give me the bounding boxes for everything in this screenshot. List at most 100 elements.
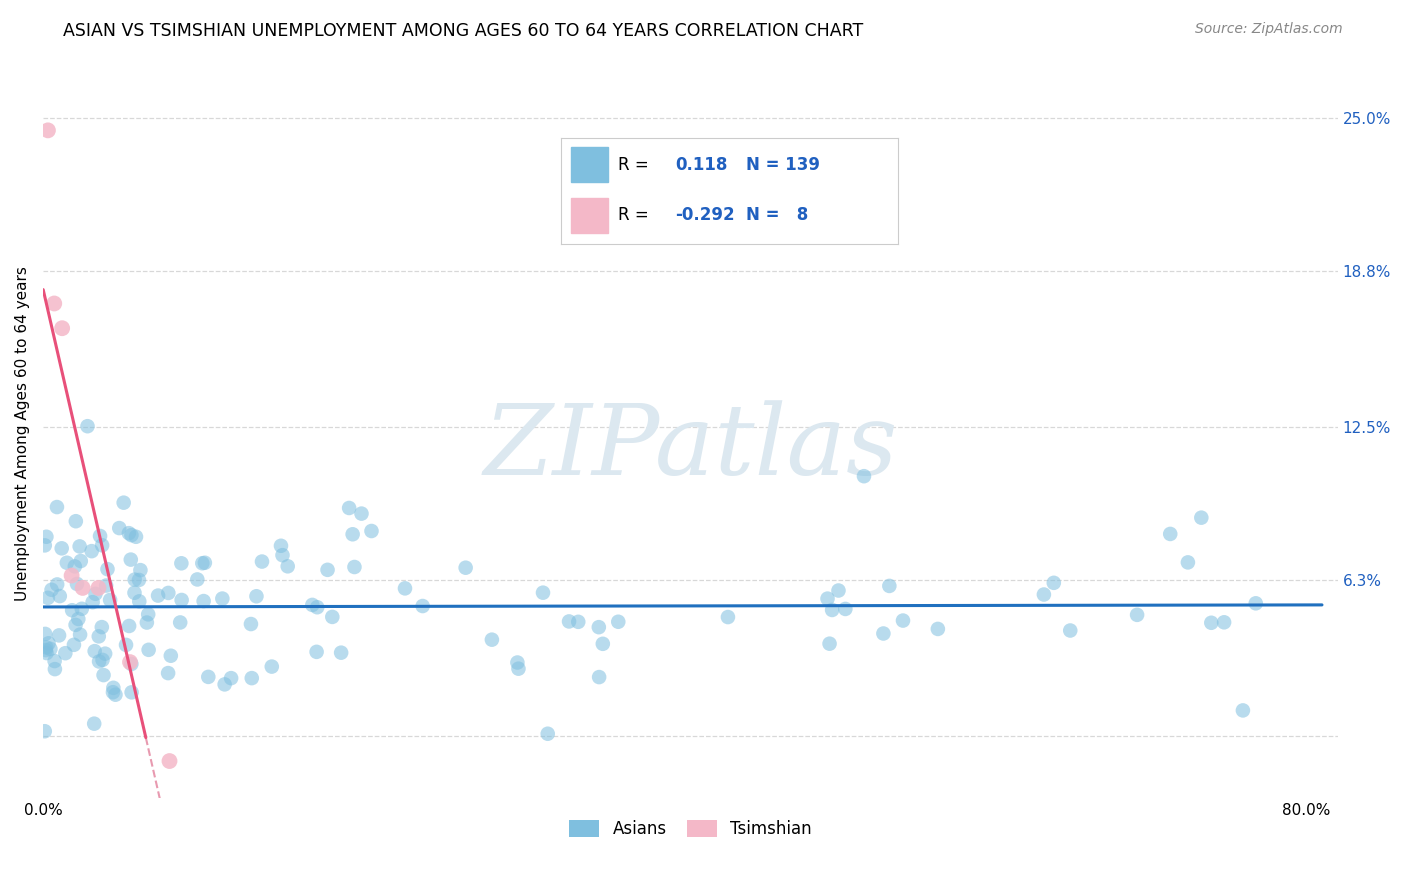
Point	[91, 538, 114, 552]
Point	[1177, 555, 1199, 569]
Point	[82, 595, 104, 609]
Point	[115, 638, 138, 652]
Point	[94, 647, 117, 661]
Point	[120, 657, 142, 671]
Point	[84, 587, 107, 601]
Point	[46, 577, 69, 591]
Point	[211, 591, 233, 606]
Point	[34, 627, 56, 641]
Point	[35, 646, 58, 660]
Point	[607, 615, 630, 629]
Point	[531, 585, 554, 599]
Point	[69, 554, 91, 568]
Point	[138, 643, 160, 657]
Point	[1189, 510, 1212, 524]
Point	[157, 666, 180, 681]
Point	[89, 529, 111, 543]
Point	[260, 659, 283, 673]
Point	[146, 589, 169, 603]
Point	[1059, 624, 1081, 638]
Point	[1244, 596, 1267, 610]
Point	[63, 638, 86, 652]
Point	[44, 662, 66, 676]
Point	[891, 614, 914, 628]
Point	[193, 594, 215, 608]
Point	[121, 685, 143, 699]
Point	[93, 668, 115, 682]
Point	[60, 603, 83, 617]
Point	[48, 628, 70, 642]
Point	[69, 627, 91, 641]
Point	[481, 632, 503, 647]
Point	[38, 636, 60, 650]
Text: ZIPatlas: ZIPatlas	[484, 401, 897, 496]
Point	[46, 500, 69, 514]
Point	[112, 496, 135, 510]
Point	[506, 656, 529, 670]
Point	[270, 539, 292, 553]
Point	[1232, 703, 1254, 717]
Point	[717, 610, 740, 624]
Point	[219, 671, 242, 685]
Point	[1043, 575, 1066, 590]
Point	[191, 556, 214, 570]
Point	[301, 598, 323, 612]
Point	[60, 568, 83, 582]
Point	[1201, 615, 1223, 630]
Point	[136, 607, 159, 622]
Point	[51, 321, 73, 335]
Point	[120, 552, 142, 566]
Point	[592, 637, 614, 651]
Point	[69, 540, 91, 554]
Point	[118, 619, 141, 633]
Point	[70, 602, 93, 616]
Point	[120, 528, 142, 542]
Point	[125, 530, 148, 544]
Point	[169, 615, 191, 630]
Point	[51, 541, 73, 556]
Point	[128, 594, 150, 608]
Point	[128, 573, 150, 587]
Point	[87, 629, 110, 643]
Point	[817, 591, 839, 606]
Point	[49, 589, 72, 603]
Point	[80, 544, 103, 558]
Point	[330, 646, 353, 660]
Point	[118, 526, 141, 541]
Point	[1032, 588, 1054, 602]
Point	[34, 724, 56, 739]
Point	[76, 419, 98, 434]
Point	[98, 593, 121, 607]
Point	[101, 685, 124, 699]
Point	[250, 555, 273, 569]
Point	[454, 560, 477, 574]
Point	[558, 615, 581, 629]
Point	[240, 671, 263, 685]
Point	[271, 548, 294, 562]
Point	[87, 655, 110, 669]
Point	[65, 618, 87, 632]
Point	[343, 560, 366, 574]
Point	[927, 622, 949, 636]
Point	[104, 688, 127, 702]
Point	[1213, 615, 1236, 630]
Point	[39, 641, 62, 656]
Point	[83, 644, 105, 658]
Point	[41, 582, 63, 597]
Point	[588, 670, 610, 684]
Point	[157, 586, 180, 600]
Point	[214, 677, 236, 691]
Point	[35, 640, 58, 655]
Point	[350, 507, 373, 521]
Point	[129, 563, 152, 577]
Point	[67, 612, 90, 626]
Point	[108, 521, 131, 535]
Point	[537, 727, 560, 741]
Point	[186, 573, 208, 587]
Point	[1126, 607, 1149, 622]
Point	[316, 563, 339, 577]
Point	[818, 637, 841, 651]
Point	[53, 646, 76, 660]
Point	[834, 602, 856, 616]
Point	[567, 615, 589, 629]
